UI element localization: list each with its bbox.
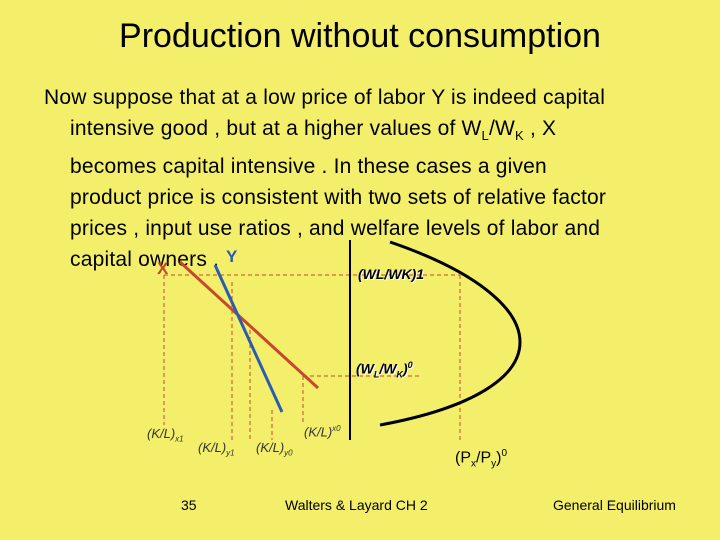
w0-open: (W [356,360,374,377]
label-wage-ratio-1: (WL/WK)1 [358,266,425,282]
p-open: (P [455,449,471,467]
label-wage-ratio-0: (WL/WK)0 [356,360,413,379]
ky1-sub: y1 [226,448,235,458]
body-line-2-sub-k: K [515,128,524,144]
p-sub-x: x [471,458,476,470]
p-mid: /P [476,449,492,467]
body-line-3: becomes capital intensive . In these cas… [70,155,547,179]
p-sub-y: y [491,458,497,470]
kx1-base: (K/L) [147,426,176,441]
w0-sub-l: L [373,369,380,380]
body-line-2c: , X [523,117,557,140]
y-isoquant-line [213,264,284,413]
footer-source: Walters & Layard CH 2 [285,497,428,513]
x-isoquant-line [178,260,320,390]
w0-mid: /W [379,360,397,377]
ky1-base: (K/L) [198,440,227,455]
body-paragraph: Now suppose that at a low price of labor… [44,82,720,275]
slide-title: Production without consumption [119,17,601,55]
label-x: X [157,259,169,278]
body-line-5: prices , input use ratios , and welfare … [70,217,601,241]
w0-sup: 0 [407,360,413,370]
footer-page-number: 35 [181,497,197,513]
ky0-base: (K/L) [256,440,285,455]
kx0-sup: x0 [332,424,341,433]
kx1-sub: x1 [175,434,184,444]
label-kl-y0: (K/L)y0 [256,440,293,458]
guide-lines [163,274,461,440]
body-line-2a: intensive good , but at a higher values … [70,117,482,140]
footer-topic: General Equilibrium [553,497,676,513]
w0-close: ) [403,360,408,377]
label-kl-x0: (K/L)x0 [304,424,341,439]
label-price-ratio: (Px/Py)0 [455,448,507,470]
label-y: Y [226,247,238,266]
body-line-4: product price is consistent with two set… [70,186,607,210]
label-kl-x1: (K/L)x1 [147,426,184,444]
body-line-1: Now suppose that at a low price of labor… [44,86,606,109]
body-line-2-sub-l: L [481,128,489,144]
p-sup: 0 [501,448,508,459]
w0-sub-k: K [396,369,404,380]
kx0-base: (K/L) [304,424,333,440]
p-close: ) [496,449,502,467]
body-line-2b: /W [488,117,516,140]
ky0-sub: y0 [284,448,293,458]
label-kl-y1: (K/L)y1 [198,440,235,458]
factor-price-curve [379,240,522,427]
